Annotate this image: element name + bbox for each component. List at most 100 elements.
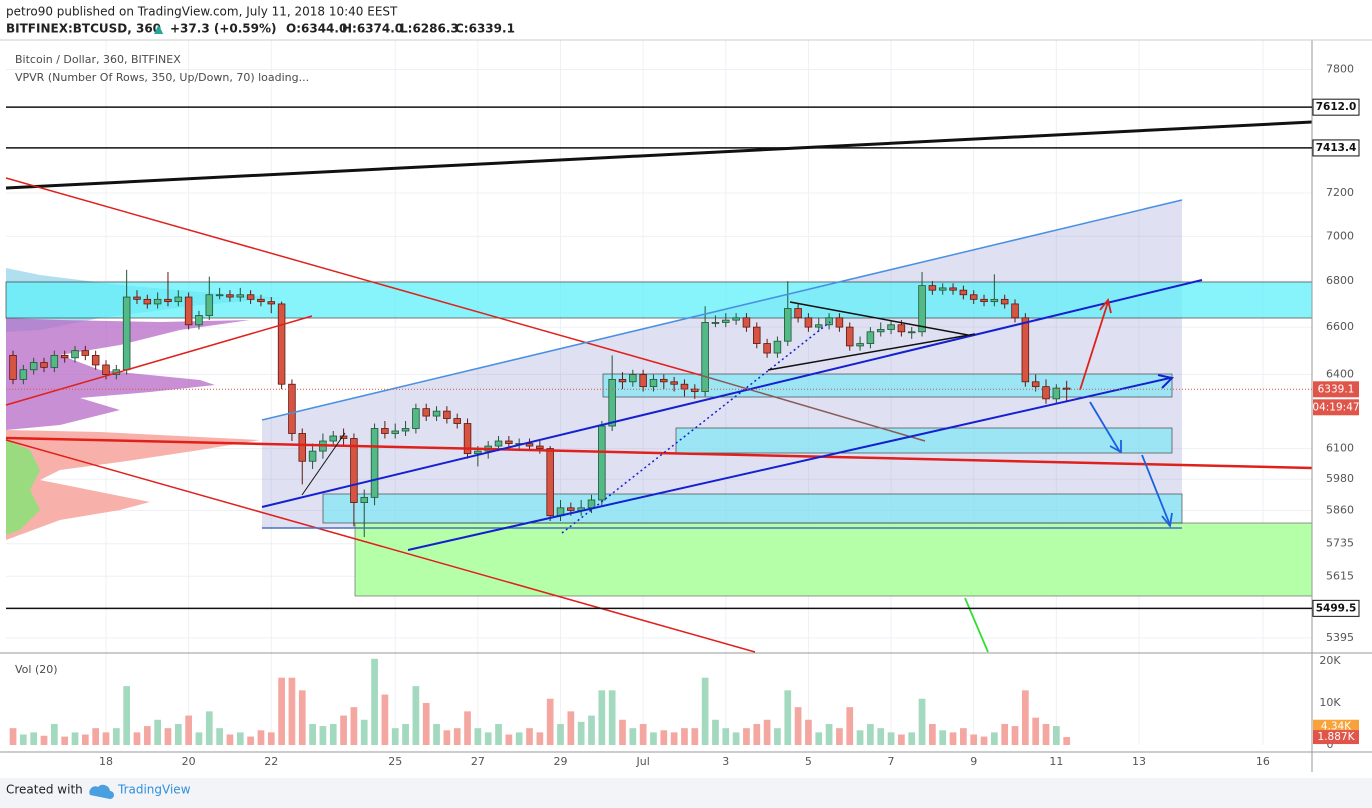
candle-body <box>102 364 110 375</box>
volume-tick-label: 0 <box>1327 738 1334 751</box>
volume-bar <box>288 677 296 745</box>
volume-bar <box>877 728 885 745</box>
volume-bar <box>236 732 244 745</box>
volume-bar <box>360 719 368 745</box>
candle-body <box>876 329 885 333</box>
triangle <box>767 333 976 371</box>
y-tick-label: 7000 <box>1326 229 1354 242</box>
countdown-tag <box>1313 399 1359 416</box>
volume-bar <box>102 732 110 745</box>
y-tick-label: 5980 <box>1326 472 1354 485</box>
volume-bar <box>453 728 461 745</box>
candle-body <box>804 317 813 328</box>
candle-body <box>1062 387 1071 390</box>
volume-bar <box>970 734 978 745</box>
candle-body <box>680 383 689 390</box>
candle-body <box>835 317 844 328</box>
close: C:6339.1 <box>455 22 515 36</box>
candle-body <box>143 298 152 305</box>
candle-body <box>763 343 771 354</box>
volume-bar <box>960 728 967 745</box>
candle-body <box>1021 317 1030 383</box>
volume-bar <box>949 732 957 745</box>
candle-body <box>856 343 864 347</box>
volume-bar <box>298 690 306 745</box>
trendline <box>964 597 989 653</box>
candle-body <box>381 428 389 434</box>
volume-bar <box>50 723 58 745</box>
footer-text: Created with <box>6 783 83 797</box>
low: L:6286.3 <box>400 22 459 36</box>
level-label: 7612.0 <box>1316 101 1357 113</box>
candle-body <box>40 362 48 368</box>
candle-body <box>298 433 307 462</box>
volume-bar <box>660 730 668 745</box>
level-label: 7413.4 <box>1316 142 1357 154</box>
volume-bar <box>267 732 275 745</box>
volume-bar <box>701 677 709 745</box>
volume-bar <box>174 723 182 745</box>
x-tick-label: 11 <box>1049 755 1063 768</box>
x-tick-label: Jul <box>636 755 650 768</box>
candle-body <box>980 298 988 303</box>
candle-body <box>918 285 926 333</box>
volume-bar <box>371 658 378 745</box>
candle-body <box>505 440 513 444</box>
zone <box>5 281 1313 319</box>
volume-bar <box>515 732 523 745</box>
level-label: 5499.5 <box>1316 602 1357 614</box>
candle-body <box>825 317 833 326</box>
volume-bar <box>939 730 947 745</box>
volume-bar <box>226 734 234 745</box>
triangle <box>789 301 969 336</box>
volume-bar <box>815 732 823 745</box>
candle-body <box>71 350 79 359</box>
candle-body <box>732 317 740 321</box>
volume-bar <box>433 723 440 745</box>
indicator: VPVR (Number Of Rows, 350, Up/Down, 70) … <box>15 71 309 84</box>
trendline <box>5 120 1313 190</box>
volume-bar <box>598 690 606 745</box>
volume-bar <box>639 723 647 745</box>
candle-body <box>536 445 544 449</box>
candle-body <box>660 378 668 383</box>
volume-bar <box>753 723 761 745</box>
volume-bar <box>557 723 564 745</box>
chart-title: Bitcoin / Dollar, 360, BITFINEX <box>15 53 181 66</box>
volume-bar <box>526 728 533 745</box>
candle-body <box>122 296 131 371</box>
candle-body <box>463 423 472 455</box>
candle-body <box>639 374 647 388</box>
candle-body <box>1000 298 1009 305</box>
x-tick-label: 5 <box>805 755 812 768</box>
y-tick-label: 6100 <box>1326 442 1354 455</box>
candle-body <box>845 326 854 347</box>
candle-body <box>370 428 379 498</box>
change-arrow: ▲ <box>154 22 164 36</box>
candle-body <box>350 438 358 503</box>
x-tick-label: 9 <box>970 755 977 768</box>
volume-bar <box>422 702 430 745</box>
candle-body <box>288 383 296 434</box>
candle-body <box>969 294 978 300</box>
arrow-head <box>1109 440 1122 454</box>
y-tick-label: 6800 <box>1326 274 1354 287</box>
volume-bar <box>619 719 626 745</box>
level-tag <box>1312 98 1360 116</box>
candle-body <box>959 289 968 296</box>
published: petro90 published on TradingView.com, Ju… <box>6 5 398 19</box>
volume-bar <box>856 730 864 745</box>
open: O:6344.0 <box>286 22 347 36</box>
volume-bar <box>505 734 513 745</box>
volume-bar <box>898 734 905 745</box>
candle-body <box>391 430 399 434</box>
trendline <box>301 432 346 496</box>
y-tick-label: 6600 <box>1326 320 1354 333</box>
volume-bar <box>712 719 719 745</box>
candle-body <box>618 378 627 383</box>
volume-bar <box>247 736 254 745</box>
volume-bar <box>743 728 750 745</box>
candle-body <box>722 319 730 323</box>
volume-tag-label: 1.887K <box>1318 731 1356 743</box>
